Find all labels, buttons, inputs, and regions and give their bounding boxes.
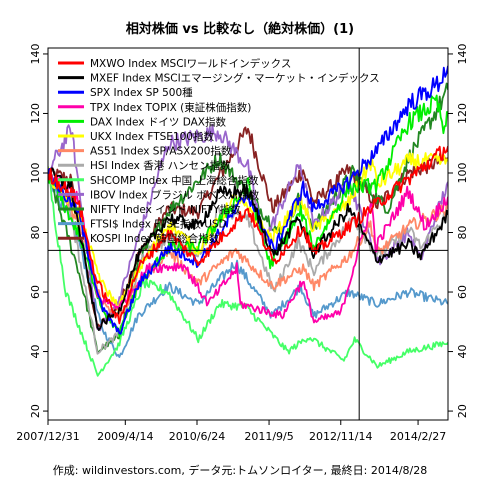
- y-tick-label-left-20: 20: [29, 404, 42, 418]
- y-tick-label-left-100: 100: [29, 162, 42, 183]
- legend-entry-10: IBOV Index ブラジル ボベスパ指数: [90, 188, 260, 201]
- legend-entry-7: AS51 Index SP/ASX200指数: [90, 145, 232, 158]
- y-tick-label-right-140: 140: [456, 43, 469, 64]
- y-tick-label-left-60: 60: [29, 285, 42, 299]
- x-tick-label-2: 2009/4/14: [97, 430, 153, 443]
- y-tick-label-left-140: 140: [29, 43, 42, 64]
- x-tick-label-1: 2007/12/31: [16, 430, 79, 443]
- x-tick-label-6: 2014/2/27: [390, 430, 446, 443]
- legend-entry-1: MXWO Index MSCIワールドインデックス: [90, 57, 291, 70]
- legend-entry-2: MXEF Index MSCIエマージング・マーケット・インデックス: [90, 72, 380, 85]
- legend-entry-4: TPX Index TOPIX (東証株価指数): [89, 101, 251, 114]
- y-tick-label-right-20: 20: [456, 404, 469, 418]
- legend-entry-8: HSI Index 香港 ハンセン指数: [90, 159, 231, 172]
- series-line-1: [48, 145, 448, 325]
- axes: 20 20 40 40 60 60 80 80 100 100 120 120 140 140 2007/1…: [16, 43, 469, 443]
- legend-entry-12: FTSI$ Index FTSE指数 USD: [90, 218, 227, 231]
- chart-title: 相対株価 vs 比較なし（絶対株価）(1): [126, 21, 354, 37]
- y-tick-label-left-80: 80: [29, 226, 42, 240]
- x-tick-label-3: 2010/6/24: [169, 430, 225, 443]
- x-tick-label-5: 2012/11/14: [309, 430, 372, 443]
- x-tick-label-4: 2011/9/5: [244, 430, 293, 443]
- series-line-4: [48, 169, 448, 324]
- series-line-8: [48, 168, 448, 355]
- y-tick-label-right-80: 80: [456, 226, 469, 240]
- y-tick-label-left-120: 120: [29, 103, 42, 124]
- legend-entry-3: SPX Index SP 500種: [90, 86, 193, 99]
- y-tick-label-right-100: 100: [456, 162, 469, 183]
- y-tick-label-right-60: 60: [456, 285, 469, 299]
- series-line-9: [48, 166, 448, 377]
- chart-footer: 作成: wildinvestors.com, データ元:トムソンロイター, 最終…: [53, 463, 427, 477]
- legend-entry-5: DAX Index ドイツ DAX指数: [90, 115, 226, 128]
- plot-frame: [47, 47, 449, 421]
- legend-entry-11: NIFTY Index インド NIFTY指数: [90, 203, 241, 216]
- legend: MXWO Index MSCIワールドインデックス MXEF Index MSCI…: [58, 57, 380, 245]
- legend-entry-9: SHCOMP Index 中国 上海総合指数: [90, 174, 259, 187]
- y-tick-label-right-120: 120: [456, 103, 469, 124]
- y-tick-label-right-40: 40: [456, 345, 469, 359]
- plot-area: [48, 48, 448, 420]
- legend-entry-6: UKX Index FTSE100指数: [90, 130, 214, 143]
- y-tick-label-left-40: 40: [29, 345, 42, 359]
- legend-entry-13: KOSPI Index 韓国総合指数: [90, 232, 220, 245]
